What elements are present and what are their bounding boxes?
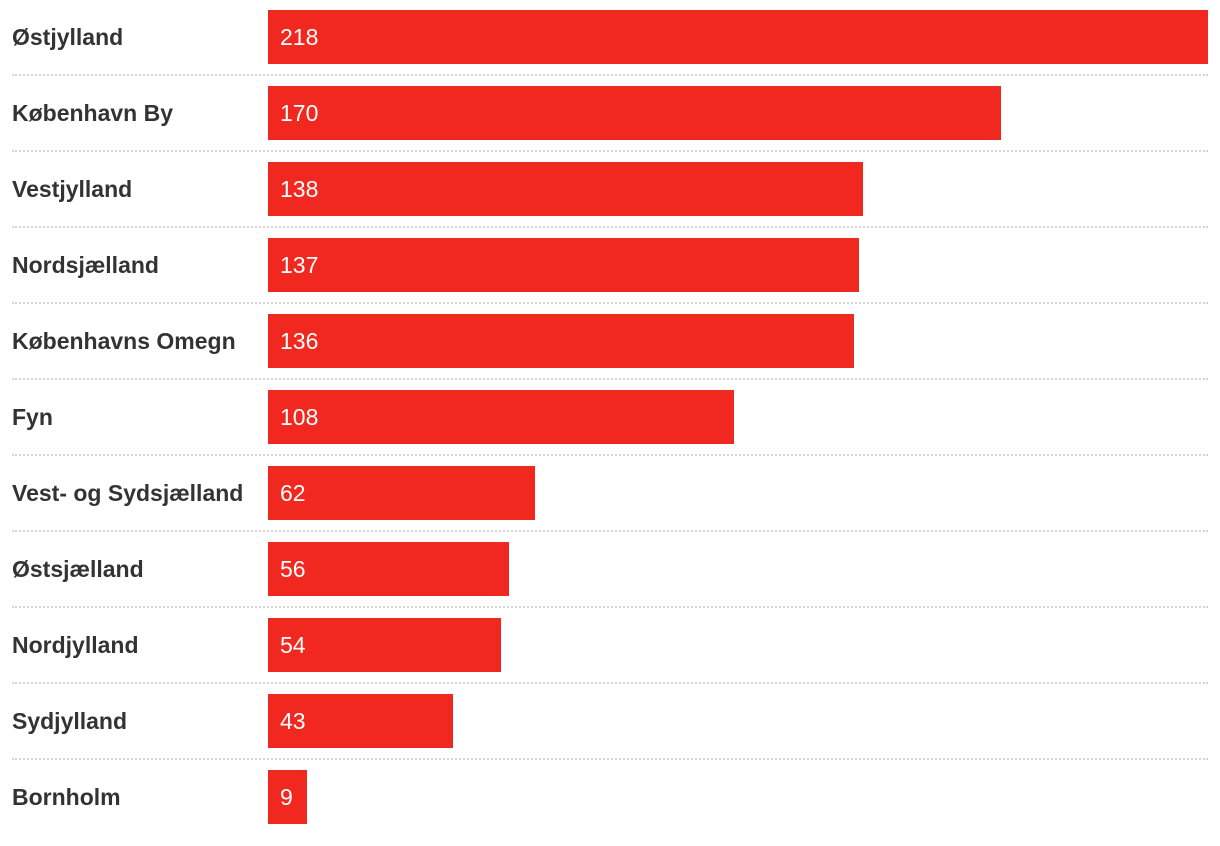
row-divider: [12, 378, 1208, 380]
bar-row: København By 170: [12, 86, 1208, 162]
bar: 9: [268, 770, 307, 824]
bar: 62: [268, 466, 535, 520]
row-divider: [12, 226, 1208, 228]
bar-row: Bornholm 9: [12, 770, 1208, 846]
category-label: Vestjylland: [12, 176, 133, 202]
bar-row: Vestjylland 138: [12, 162, 1208, 238]
bar-row: Østjylland 218: [12, 10, 1208, 86]
row-divider: [12, 758, 1208, 760]
category-label: Østjylland: [12, 24, 124, 50]
bar-row: Østsjælland 56: [12, 542, 1208, 618]
bar: 54: [268, 618, 501, 672]
category-label: Østsjælland: [12, 556, 144, 582]
bar-row: Fyn 108: [12, 390, 1208, 466]
bar-value-label: 170: [280, 100, 319, 126]
row-divider: [12, 302, 1208, 304]
bar-row: Nordjylland 54: [12, 618, 1208, 694]
row-divider: [12, 454, 1208, 456]
row-divider: [12, 74, 1208, 76]
category-label: Sydjylland: [12, 708, 128, 734]
row-divider: [12, 150, 1208, 152]
category-label: Bornholm: [12, 784, 121, 810]
category-label: Fyn: [12, 404, 53, 430]
bar-row: Københavns Omegn 136: [12, 314, 1208, 390]
bar-value-label: 56: [280, 556, 306, 582]
bar-value-label: 108: [280, 404, 319, 430]
category-label: København By: [12, 100, 174, 126]
bar-value-label: 138: [280, 176, 319, 202]
bar-row: Sydjylland 43: [12, 694, 1208, 770]
bar-value-label: 9: [280, 784, 293, 810]
bar-row: Vest- og Sydsjælland 62: [12, 466, 1208, 542]
bar: 108: [268, 390, 734, 444]
bar-value-label: 43: [280, 708, 306, 734]
bar: 136: [268, 314, 854, 368]
bar-value-label: 218: [280, 24, 319, 50]
row-divider: [12, 530, 1208, 532]
bar: 43: [268, 694, 453, 748]
category-label: Københavns Omegn: [12, 328, 236, 354]
category-label: Vest- og Sydsjælland: [12, 480, 244, 506]
bar: 56: [268, 542, 509, 596]
bar: 218: [268, 10, 1208, 64]
bar: 138: [268, 162, 863, 216]
category-label: Nordsjælland: [12, 252, 159, 278]
bar-value-label: 136: [280, 328, 319, 354]
bar: 137: [268, 238, 859, 292]
row-divider: [12, 606, 1208, 608]
row-divider: [12, 682, 1208, 684]
bar-value-label: 137: [280, 252, 319, 278]
bar: 170: [268, 86, 1001, 140]
category-label: Nordjylland: [12, 632, 139, 658]
bar-row: Nordsjælland 137: [12, 238, 1208, 314]
bar-value-label: 54: [280, 632, 306, 658]
bar-value-label: 62: [280, 480, 306, 506]
